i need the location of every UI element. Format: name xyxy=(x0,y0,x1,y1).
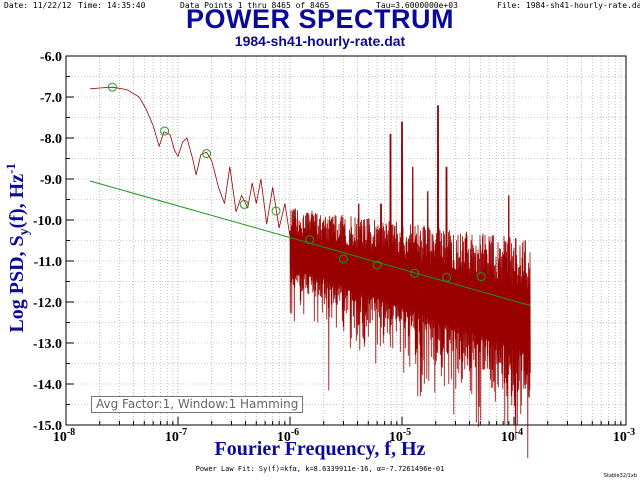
axes: 10-8 10-7 10-6 10-5 10-4 10-3 -6.0 -7.0 -8.0 -9.0… xyxy=(33,50,635,445)
x-tick-label: 10-5 xyxy=(389,427,411,445)
marker-point xyxy=(372,260,382,270)
y-tick-label: -9.0 xyxy=(40,173,62,188)
marker-point xyxy=(442,272,452,282)
header-file: File: 1984-sh41-hourly-rate.dat xyxy=(497,1,640,10)
power-law-fit-note: Power Law Fit: Sy(f)=kfα, k=8.6339911e-1… xyxy=(195,465,445,473)
software-credit: Stable32/1xb xyxy=(603,473,637,479)
x-tick-label: 10-7 xyxy=(165,427,187,445)
y-tick-label: -14.0 xyxy=(33,378,62,393)
chart-title: POWER SPECTRUM xyxy=(185,4,454,34)
marker-point xyxy=(410,268,420,278)
y-tick-label: -13.0 xyxy=(33,337,62,352)
markers xyxy=(107,82,486,282)
spectrum-line xyxy=(90,86,531,459)
marker-point xyxy=(305,235,315,245)
y-axis-label: Log PSD, Sy(f), Hz-1 xyxy=(3,163,32,333)
y-tick-label: -7.0 xyxy=(40,91,62,106)
x-axis-label: Fourier Frequency, f, Hz xyxy=(214,438,426,460)
y-tick-label: -10.0 xyxy=(33,214,62,229)
header-points: Data Points 1 thru 8465 of 8465 xyxy=(180,1,330,10)
marker-point xyxy=(202,149,212,159)
x-tick-label: 10-4 xyxy=(501,427,523,445)
marker-point xyxy=(476,272,486,282)
marker-point xyxy=(271,206,281,216)
y-tick-label: -12.0 xyxy=(33,296,62,311)
header-tau: Tau=3.6000000e+03 xyxy=(376,1,458,10)
y-tick-label: -11.0 xyxy=(34,255,62,270)
x-tick-label: 10-3 xyxy=(613,427,635,445)
y-tick-label: -6.0 xyxy=(40,50,62,65)
marker-point xyxy=(107,82,117,92)
y-tick-label: -15.0 xyxy=(33,419,62,434)
marker-point xyxy=(160,126,170,136)
header-time: Time: 14:35:40 xyxy=(78,1,146,10)
averaging-info-box: Avg Factor:1, Window:1 Hamming xyxy=(91,396,304,413)
marker-point xyxy=(338,254,348,264)
x-tick-label: 10-8 xyxy=(53,427,75,445)
y-tick-label: -8.0 xyxy=(40,132,62,147)
header-date: Date: 11/22/12 xyxy=(4,1,72,10)
x-tick-label: 10-6 xyxy=(277,427,299,445)
marker-point xyxy=(239,199,249,209)
grid xyxy=(66,56,626,425)
chart-subtitle: 1984-sh41-hourly-rate.dat xyxy=(234,33,406,49)
